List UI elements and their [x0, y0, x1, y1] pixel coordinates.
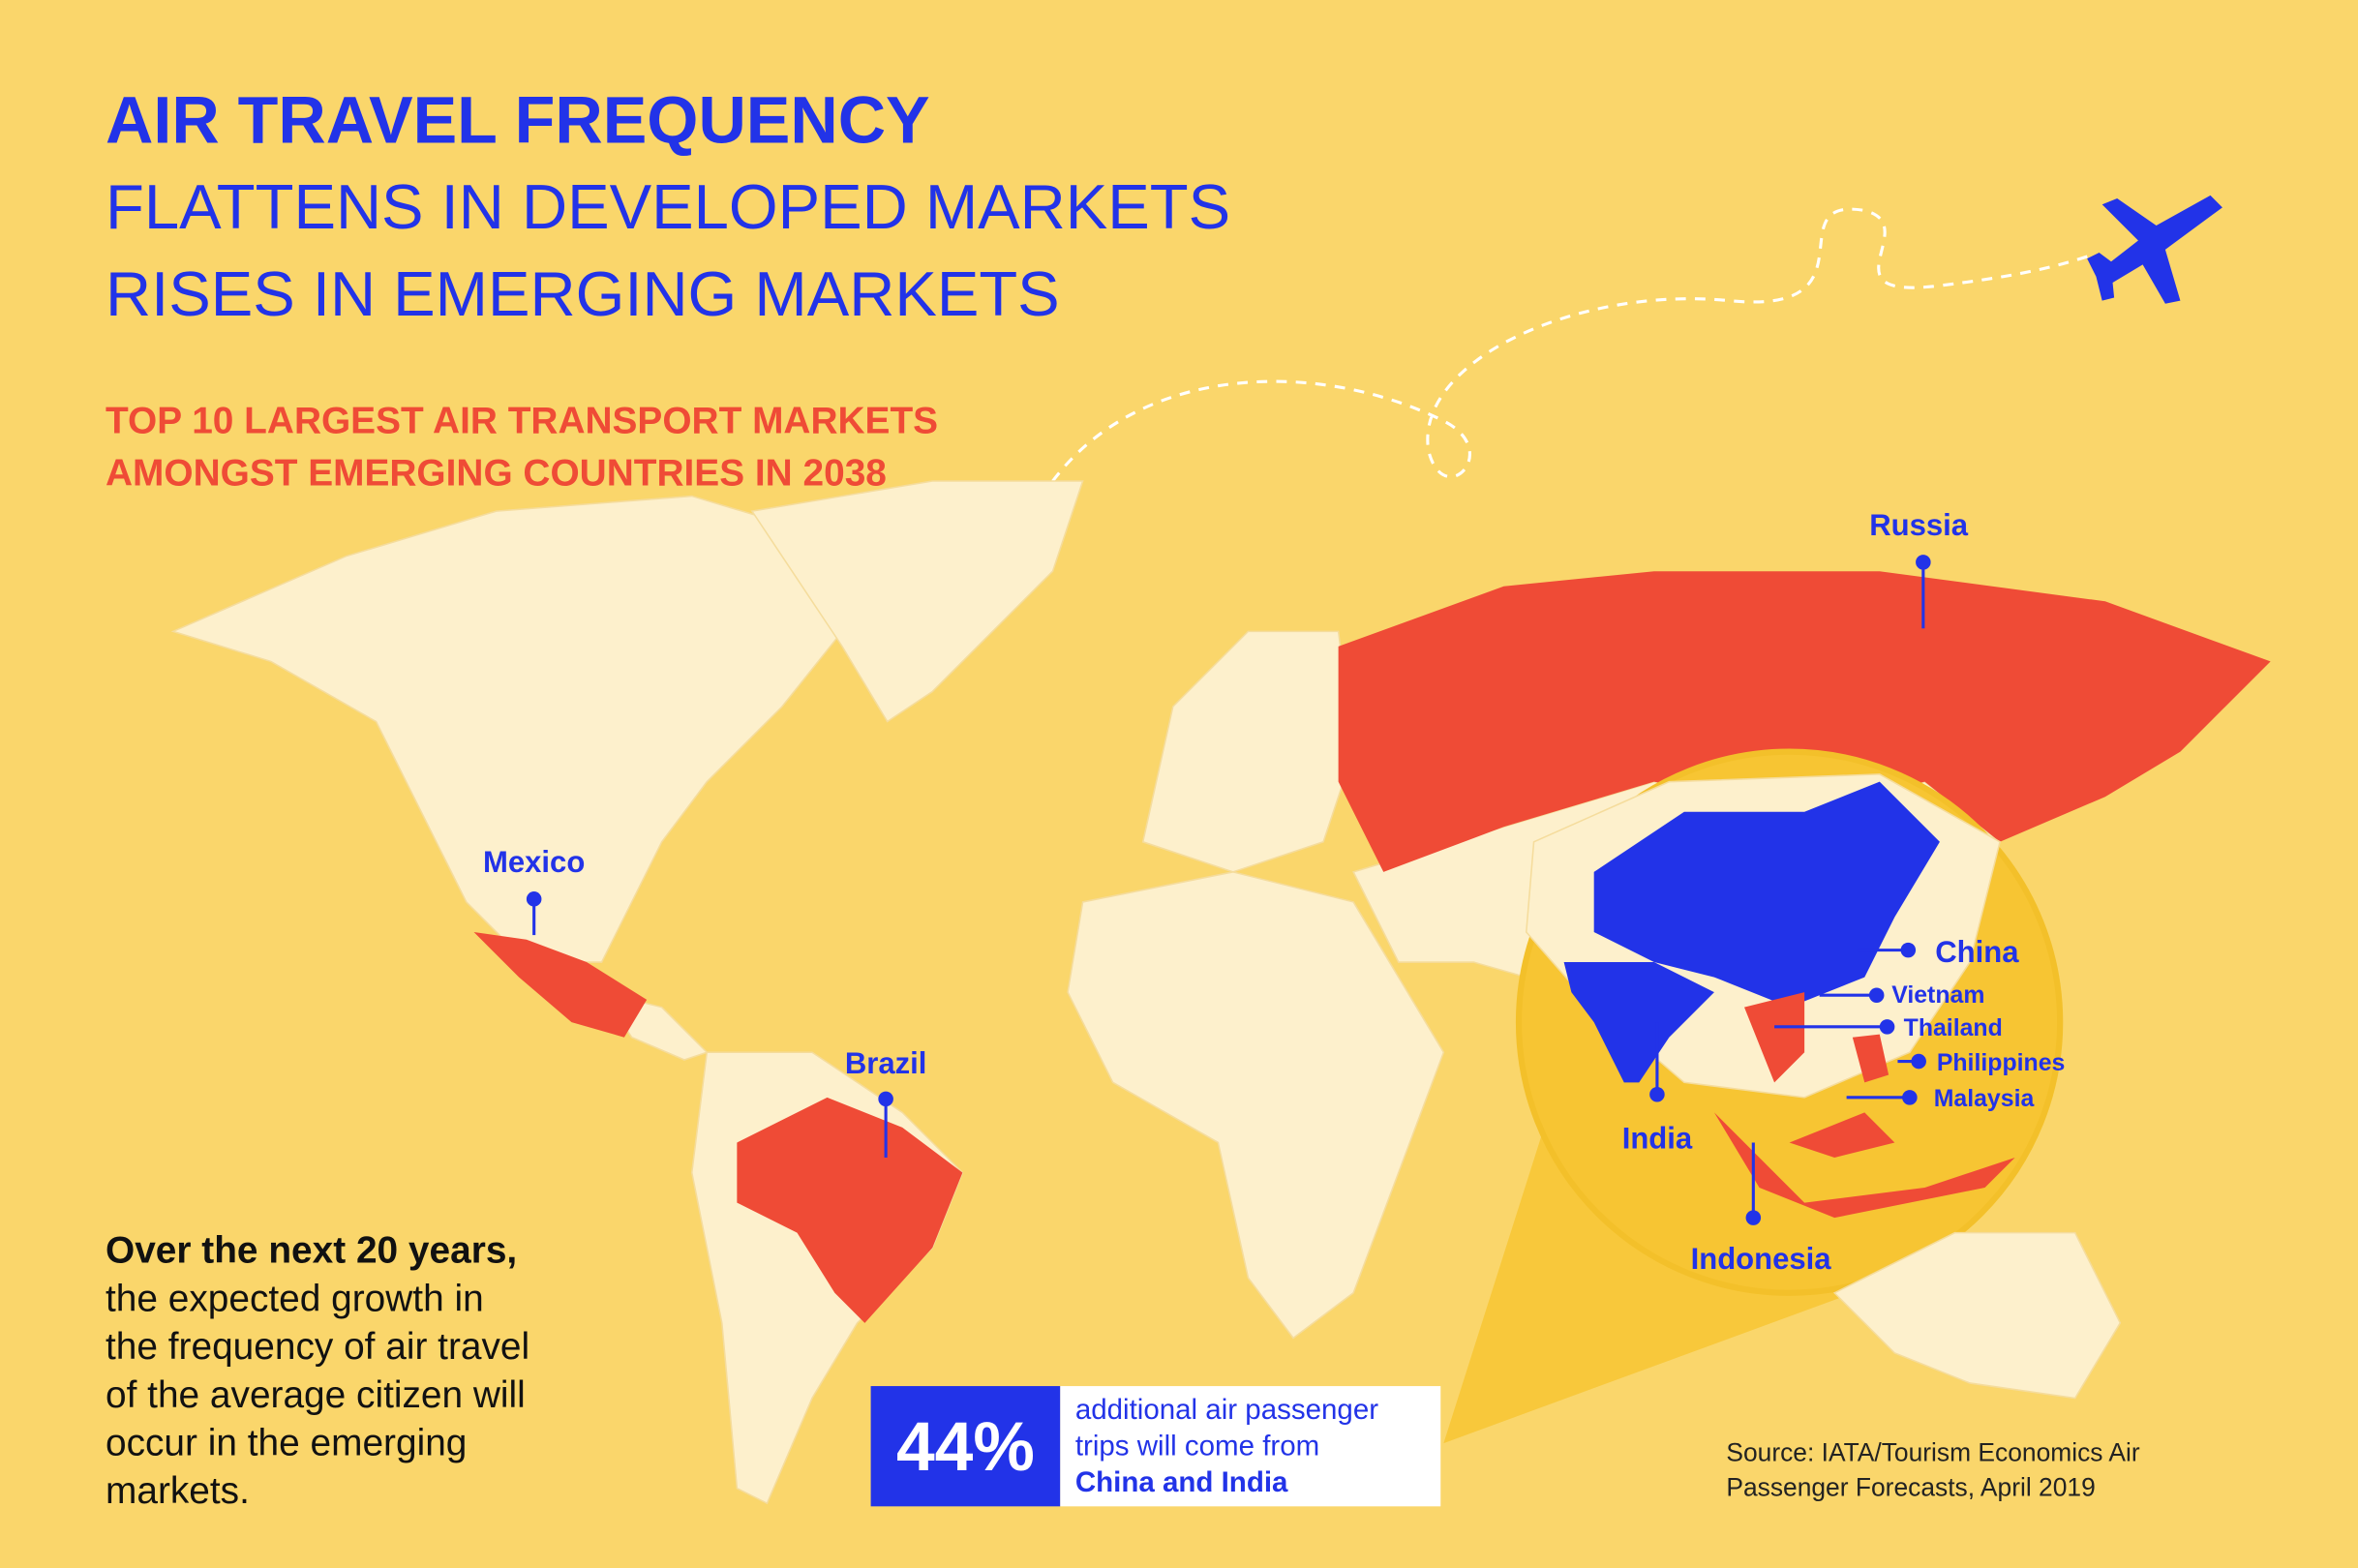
callout: 44% additional air passenger trips will … — [870, 1386, 1441, 1507]
north-america — [170, 495, 843, 963]
russia — [1338, 571, 2271, 872]
country-label: Brazil — [845, 1046, 927, 1080]
philippines — [1852, 1034, 1889, 1083]
body-line: the expected growth in — [106, 1278, 484, 1319]
country-label: Mexico — [483, 845, 585, 879]
pin-dot — [1879, 1019, 1895, 1035]
africa — [1067, 871, 1445, 1340]
plane-icon — [2087, 195, 2222, 304]
map-pins: Russia Mexico Brazil China Vietnam Thail… — [483, 508, 2065, 1276]
source: Passenger Forecasts, April 2019 — [1726, 1472, 2095, 1501]
body-line: occur in the emerging — [106, 1423, 467, 1464]
callout-emphasis: China and India — [1075, 1466, 1288, 1498]
country-label: Indonesia — [1691, 1242, 1832, 1276]
body-line: markets. — [106, 1470, 250, 1512]
pin-dot — [1902, 1090, 1918, 1105]
flight-path — [1051, 207, 2091, 482]
title-line: RISES IN EMERGING MARKETS — [106, 258, 1060, 329]
thailand-vietnam — [1744, 992, 1805, 1083]
pin-dot — [878, 1091, 893, 1107]
callout-value-box — [870, 1386, 1061, 1507]
body-line: the frequency of air travel — [106, 1326, 529, 1368]
callout-line: additional air passenger — [1075, 1394, 1378, 1426]
body-lead: Over the next 20 years, — [106, 1230, 517, 1272]
brazil — [737, 1097, 963, 1323]
country-label: Malaysia — [1934, 1086, 2035, 1112]
pin-dot — [1916, 555, 1931, 570]
greenland — [750, 480, 1084, 723]
pin-dot — [1868, 987, 1885, 1003]
pin-dot — [1745, 1210, 1762, 1225]
indonesia — [1713, 1112, 2015, 1219]
india — [1563, 962, 1714, 1083]
country-label: Thailand — [1904, 1015, 2003, 1041]
subtitle: TOP 10 LARGEST AIR TRANSPORT MARKETS — [106, 400, 938, 441]
country-label: India — [1622, 1122, 1693, 1156]
australia — [1832, 1231, 2122, 1400]
zoomed-map — [1525, 773, 2122, 1400]
malaysia — [1789, 1112, 1895, 1158]
callout-value: 44% — [896, 1408, 1035, 1486]
body-line: of the average citizen will — [106, 1374, 526, 1416]
mexico — [473, 931, 648, 1038]
country-label: Philippines — [1937, 1050, 2066, 1076]
country-label: Russia — [1869, 508, 1969, 542]
pin-dot — [1649, 1086, 1665, 1102]
source: Source: IATA/Tourism Economics Air — [1726, 1438, 2139, 1467]
pin-dot — [1911, 1053, 1926, 1070]
magnifier-beam — [1443, 1112, 1895, 1444]
country-label: China — [1935, 935, 2019, 969]
callout-line: trips will come from — [1075, 1431, 1319, 1462]
china — [1593, 781, 1940, 1008]
pin-dot — [1900, 942, 1917, 958]
pin-dot — [526, 891, 542, 907]
title-line: FLATTENS IN DEVELOPED MARKETS — [106, 171, 1230, 242]
country-label: Vietnam — [1891, 982, 1984, 1009]
subtitle: AMONGST EMERGING COUNTRIES IN 2038 — [106, 453, 887, 495]
callout-text-box — [1060, 1386, 1441, 1507]
title: AIR TRAVEL FREQUENCY — [106, 84, 930, 158]
